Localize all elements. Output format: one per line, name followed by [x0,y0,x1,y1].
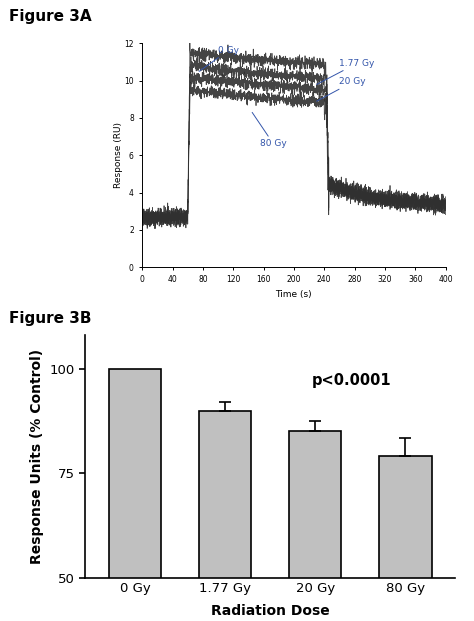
Text: Figure 3B: Figure 3B [9,310,92,325]
Y-axis label: Response Units (% Control): Response Units (% Control) [30,349,44,564]
Text: Figure 3A: Figure 3A [9,9,92,24]
X-axis label: Time (s): Time (s) [275,290,312,299]
Y-axis label: Response (RU): Response (RU) [114,122,123,188]
Bar [199,410,251,621]
Text: 0 Gy: 0 Gy [199,46,239,71]
Bar [379,456,432,621]
Text: p<0.0001: p<0.0001 [311,373,391,388]
Text: 1.77 Gy: 1.77 Gy [317,59,375,84]
Bar [109,369,161,621]
Text: 80 Gy: 80 Gy [252,112,286,148]
Bar [289,432,341,621]
X-axis label: Radiation Dose: Radiation Dose [211,604,329,618]
Text: 20 Gy: 20 Gy [317,78,366,101]
